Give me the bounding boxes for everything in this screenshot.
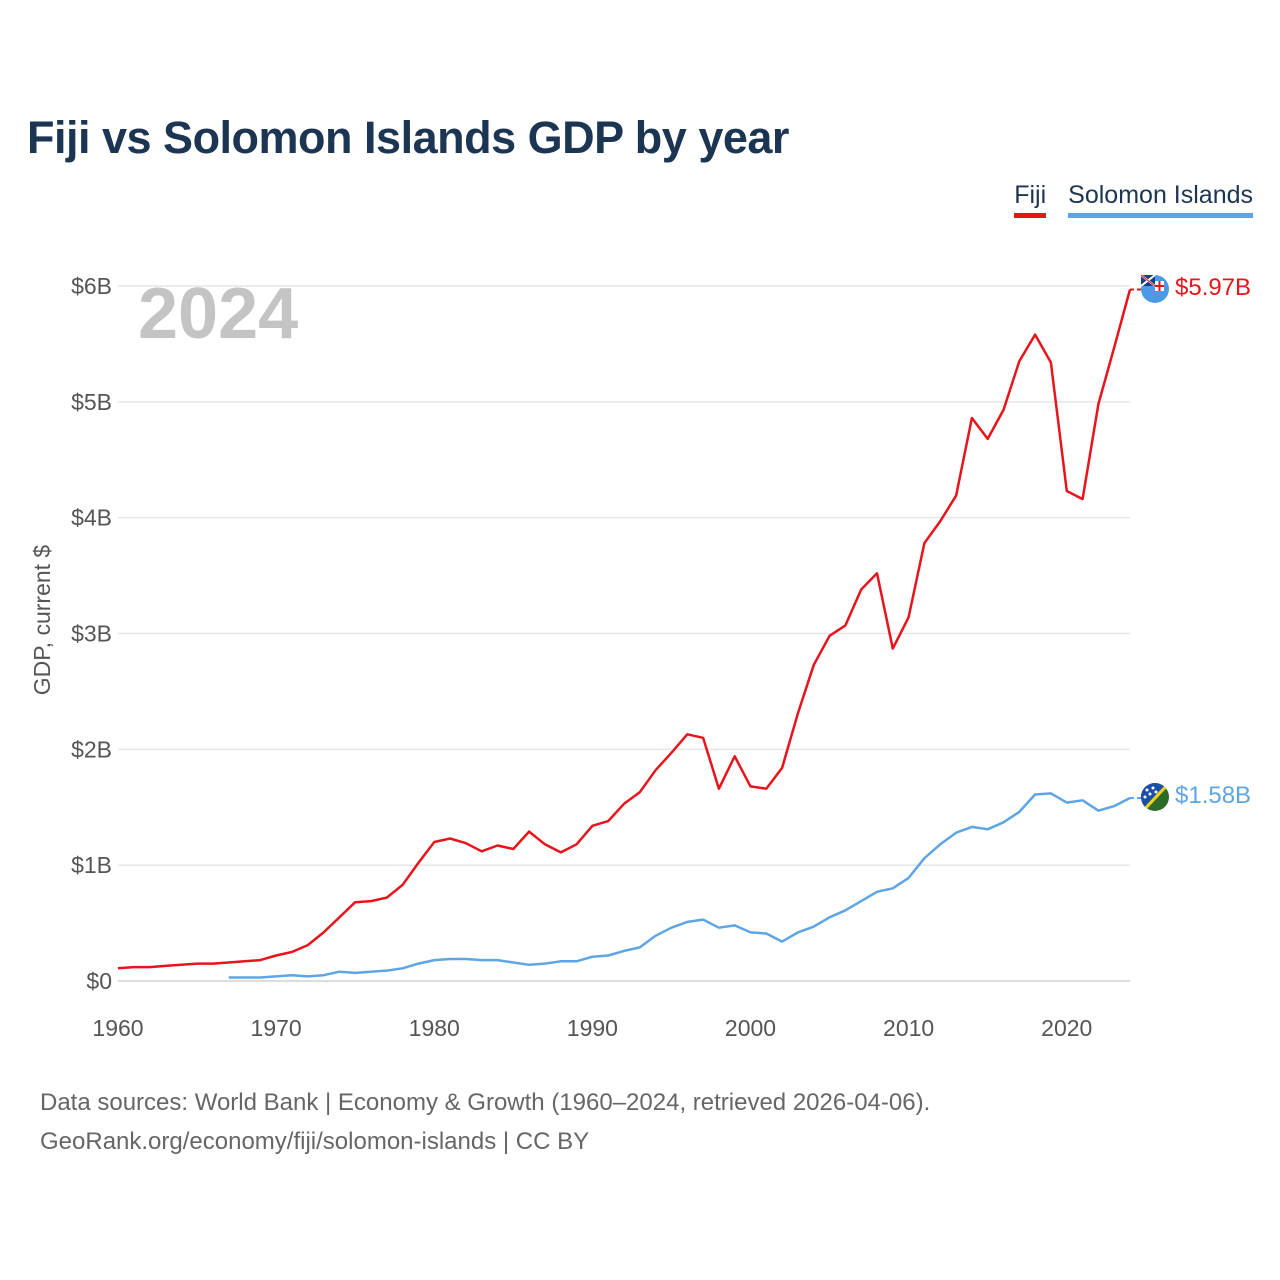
footer-sources: Data sources: World Bank | Economy & Gro… xyxy=(40,1089,931,1116)
solomon-islands-flag-icon xyxy=(1141,783,1169,811)
y-tick-label: $4B xyxy=(71,505,112,531)
x-tick-label: 2010 xyxy=(883,1015,934,1041)
footer: Data sources: World Bank | Economy & Gro… xyxy=(40,1083,930,1161)
chart-title: Fiji vs Solomon Islands GDP by year xyxy=(27,112,789,163)
y-tick-label: $3B xyxy=(71,621,112,647)
y-tick-label: $1B xyxy=(71,852,112,878)
x-tick-label: 1970 xyxy=(251,1015,302,1041)
legend-item-fiji[interactable]: Fiji xyxy=(1014,181,1047,218)
x-tick-label: 1960 xyxy=(92,1015,143,1041)
y-axis-label: GDP, current $ xyxy=(29,545,55,696)
x-tick-label: 1990 xyxy=(567,1015,618,1041)
y-tick-label: $0 xyxy=(86,968,112,994)
data-series xyxy=(117,288,1143,979)
solomon-islands-end-value-label: $1.58B xyxy=(1175,782,1251,809)
legend-item-solomon-islands[interactable]: Solomon Islands xyxy=(1068,181,1253,218)
footer-credit: GeoRank.org/economy/fiji/solomon-islands… xyxy=(40,1128,590,1155)
x-tick-label: 2000 xyxy=(725,1015,776,1041)
x-tick-label: 1980 xyxy=(409,1015,460,1041)
x-axis-ticks: 1960 1970 1980 1990 2000 2010 2020 xyxy=(92,1015,1092,1041)
y-tick-label: $2B xyxy=(71,736,112,762)
fiji-flag-icon xyxy=(1140,274,1169,303)
y-tick-label: $6B xyxy=(71,273,112,299)
fiji-end-value-label: $5.97B xyxy=(1175,274,1251,301)
solomon-islands-series-line xyxy=(228,792,1131,979)
fiji-series-line xyxy=(117,289,1132,970)
y-tick-label: $5B xyxy=(71,389,112,415)
legend: Fiji Solomon Islands xyxy=(1014,181,1253,218)
y-axis-ticks: $0 $1B $2B $3B $4B $5B $6B xyxy=(71,273,112,994)
gridlines xyxy=(118,285,1130,982)
year-watermark: 2024 xyxy=(138,274,298,354)
x-tick-label: 2020 xyxy=(1041,1015,1092,1041)
